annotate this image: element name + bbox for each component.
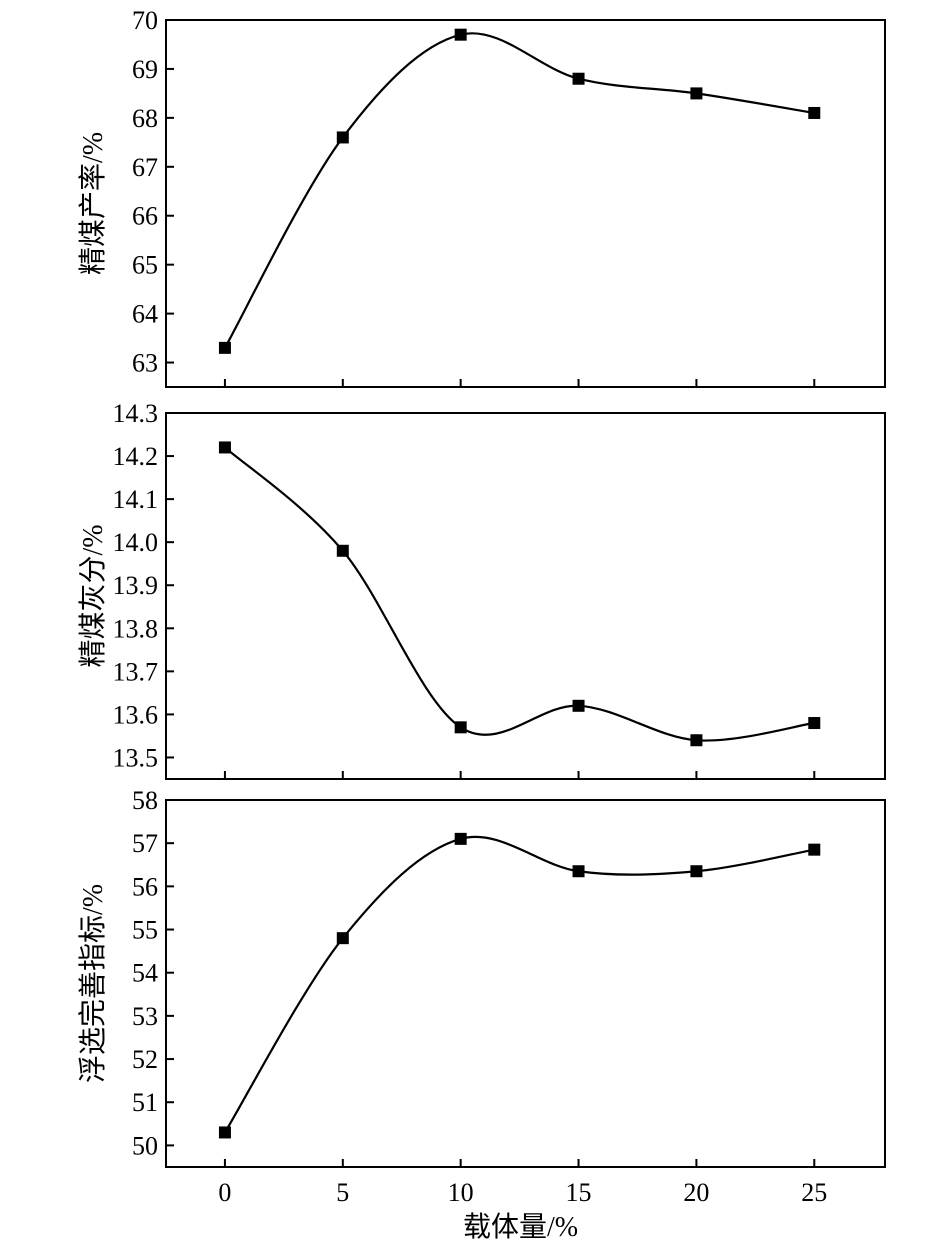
y-tick-label: 65 <box>132 251 158 280</box>
y-tick-label: 51 <box>132 1088 158 1117</box>
y-tick-label: 58 <box>132 786 158 815</box>
y-tick-label: 50 <box>132 1131 158 1160</box>
series-line <box>223 835 815 1134</box>
chart-panel-3: 50 51 52 53 54 55 56 57 58 0 5 10 15 20 25 浮选完善指标/% 载体量/… <box>77 786 886 1243</box>
y-tick-label: 66 <box>132 202 158 231</box>
data-point <box>336 544 349 557</box>
y-tick-label: 14.2 <box>113 442 159 471</box>
y-tick-label: 68 <box>132 104 158 133</box>
y-tick-label: 14.0 <box>113 528 159 557</box>
y-axis-title: 精煤灰分/% <box>77 524 109 667</box>
chart-panel-1: 63 64 65 66 67 68 69 70 精煤产率/% <box>77 6 886 388</box>
y-tick-label: 69 <box>132 55 158 84</box>
data-point <box>454 832 467 845</box>
x-tick-label: 15 <box>566 1178 592 1207</box>
plot-frame <box>165 19 886 388</box>
data-point <box>808 717 821 730</box>
data-point <box>336 932 349 945</box>
y-tick-label: 70 <box>132 6 158 35</box>
data-point <box>690 87 703 100</box>
data-point <box>572 699 585 712</box>
y-tick-label: 14.1 <box>113 485 159 514</box>
x-tick-label: 0 <box>218 1178 231 1207</box>
y-tick-label: 14.3 <box>113 399 159 428</box>
x-tick-label: 10 <box>448 1178 474 1207</box>
y-tick-label: 64 <box>132 300 158 329</box>
y-tick-label: 13.5 <box>113 743 159 772</box>
y-tick-label: 56 <box>132 872 158 901</box>
y-tick-label: 13.8 <box>113 614 159 643</box>
y-axis-title: 浮选完善指标/% <box>77 884 109 1083</box>
data-point <box>218 441 231 454</box>
data-point <box>808 106 821 119</box>
y-tick-label: 13.7 <box>113 657 159 686</box>
x-axis-title: 载体量/% <box>463 1211 578 1243</box>
y-tick-label: 57 <box>132 829 158 858</box>
y-tick-label: 52 <box>132 1045 158 1074</box>
data-point <box>454 28 467 41</box>
x-tick-label: 25 <box>801 1178 827 1207</box>
y-tick-label: 54 <box>132 959 158 988</box>
y-tick-label: 55 <box>132 916 158 945</box>
x-tick-label: 5 <box>336 1178 349 1207</box>
plot-frame <box>165 799 886 1168</box>
y-axis-title: 精煤产率/% <box>77 132 109 275</box>
data-point <box>572 72 585 85</box>
data-point <box>690 865 703 878</box>
plot-frame <box>165 412 886 780</box>
y-tick-label: 53 <box>132 1002 158 1031</box>
y-tick-label: 67 <box>132 153 158 182</box>
data-point <box>336 131 349 144</box>
data-point <box>808 843 821 856</box>
x-tick-label: 20 <box>683 1178 709 1207</box>
data-point <box>690 734 703 747</box>
y-tick-label: 13.6 <box>113 700 159 729</box>
data-point <box>454 721 467 734</box>
series-line <box>224 446 815 742</box>
y-tick-label: 13.9 <box>113 571 159 600</box>
chart-panel-2: 13.5 13.6 13.7 13.8 13.9 14.0 14.1 14.2 14.3 精煤灰分… <box>77 399 886 780</box>
data-point <box>218 341 231 354</box>
series-line <box>223 32 815 349</box>
data-point <box>218 1126 231 1139</box>
data-point <box>572 865 585 878</box>
y-tick-label: 63 <box>132 349 158 378</box>
